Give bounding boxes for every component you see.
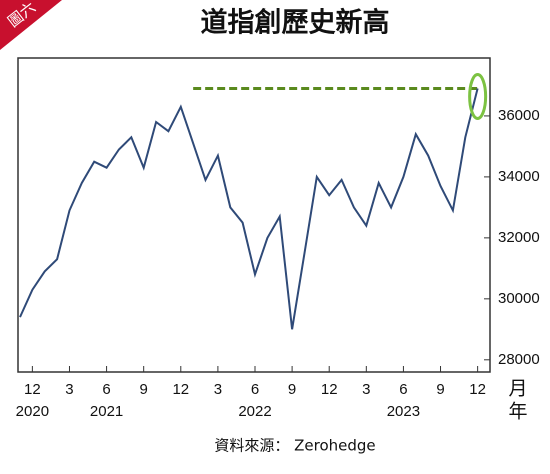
year-label: 2023 bbox=[387, 403, 420, 420]
x-tick-label: 12 bbox=[24, 381, 41, 398]
chart-title: 道指創歷史新高 bbox=[201, 7, 390, 39]
x-tick-label: 12 bbox=[469, 381, 486, 398]
x-unit-month: 月 bbox=[508, 378, 527, 400]
x-tick-label: 3 bbox=[65, 381, 73, 398]
x-tick-label: 6 bbox=[251, 381, 259, 398]
x-tick-label: 9 bbox=[288, 381, 296, 398]
x-tick-label: 9 bbox=[436, 381, 444, 398]
year-label: 2020 bbox=[16, 403, 49, 420]
x-tick-label: 12 bbox=[172, 381, 189, 398]
y-tick-label: 30000 bbox=[498, 290, 540, 307]
x-tick-label: 6 bbox=[102, 381, 110, 398]
x-unit-year: 年 bbox=[508, 401, 527, 423]
y-tick-label: 32000 bbox=[498, 229, 540, 246]
badge-bg bbox=[0, 0, 62, 50]
plot-frame bbox=[17, 57, 491, 373]
source: 資料來源： Zerohedge bbox=[214, 437, 375, 455]
x-tick-label: 9 bbox=[140, 381, 148, 398]
y-tick-label: 28000 bbox=[498, 351, 540, 368]
highlight-ring bbox=[468, 72, 488, 120]
price-line bbox=[19, 88, 479, 330]
year-label: 2021 bbox=[90, 403, 123, 420]
y-tick-label: 36000 bbox=[498, 107, 540, 124]
x-tick-label: 3 bbox=[362, 381, 370, 398]
y-tick-label: 34000 bbox=[498, 168, 540, 185]
x-tick-label: 3 bbox=[214, 381, 222, 398]
x-tick-label: 12 bbox=[321, 381, 338, 398]
x-tick-label: 6 bbox=[399, 381, 407, 398]
year-label: 2022 bbox=[238, 403, 271, 420]
